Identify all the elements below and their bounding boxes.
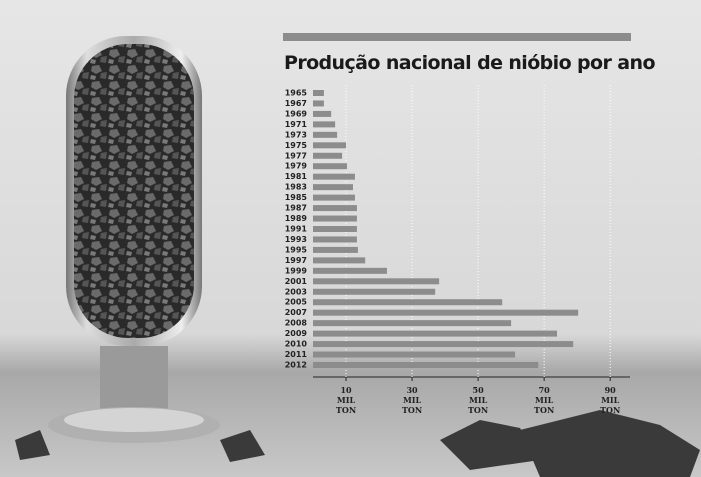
y-tick-label: 2007 [285,308,307,317]
y-tick-label: 1997 [285,256,307,265]
y-tick-label: 1973 [285,130,307,139]
y-tick-label: 2010 [285,340,308,349]
title-bar [283,33,631,41]
y-tick-label: 1985 [285,193,308,202]
y-tick-label: 1969 [285,109,308,118]
bar [313,330,558,337]
y-tick-label: 1977 [285,151,307,160]
x-tick-label: 70 MIL TON [534,385,555,415]
bar [313,320,512,327]
y-tick-label: 2009 [285,329,308,338]
y-tick-label: 1979 [285,162,308,171]
bar [313,131,338,138]
bar [313,236,357,243]
rocks-foreground [15,410,700,477]
bar [313,215,357,222]
bar [313,267,387,274]
bar [313,257,366,264]
glass-tube [48,36,220,443]
y-tick-label: 1995 [285,245,308,254]
y-tick-label: 1989 [285,214,308,223]
y-tick-label: 1965 [285,89,308,98]
bar [313,152,343,159]
bar [313,100,324,107]
y-tick-label: 1987 [285,204,307,213]
y-tick-label: 2003 [285,287,307,296]
x-tick-label: 50 MIL TON [467,385,489,415]
y-tick-label: 2005 [285,298,308,307]
bar [313,90,324,96]
y-tick-label: 1993 [285,235,307,244]
y-tick-label: 2001 [285,277,308,286]
y-tick-label: 2011 [285,350,308,359]
bar [313,288,436,295]
y-tick-label: 1991 [285,225,308,234]
bar [313,341,574,348]
y-tick-label: 1983 [285,183,307,192]
bar [313,351,516,358]
bar [313,163,348,170]
chart-title: Produção nacional de nióbio por ano [284,52,655,74]
bar [313,173,355,180]
bar [313,110,332,117]
bar [313,309,579,316]
bar [313,142,347,149]
y-tick-label: 1967 [285,99,307,108]
y-tick-label: 2012 [285,361,307,370]
y-tick-label: 1999 [285,266,308,275]
y-tick-label: 2008 [285,319,308,328]
x-tick-label: 90 MIL TON [600,385,621,415]
x-tick-label: 10 MIL TON [335,385,357,415]
bar [313,121,336,128]
bar [313,184,353,191]
y-tick-label: 1975 [285,141,308,150]
bar [313,226,357,232]
y-tick-label: 1981 [285,172,308,181]
bar [313,194,355,201]
bar [313,246,358,253]
bar [313,278,440,285]
y-tick-label: 1971 [285,120,308,129]
x-tick-label: 30 MIL TON [401,385,423,415]
bar [313,362,539,368]
bar [313,299,503,306]
bar [313,205,357,212]
